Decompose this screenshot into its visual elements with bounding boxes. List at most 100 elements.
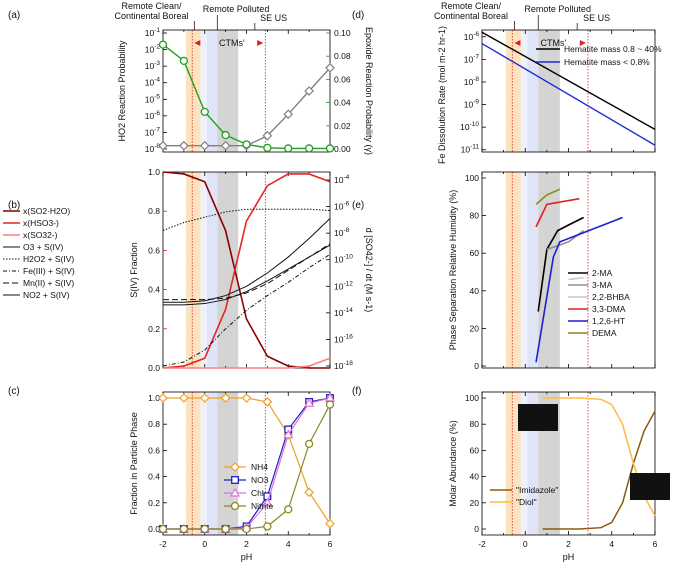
line-e-0	[537, 216, 584, 312]
marker-ho2	[304, 86, 314, 96]
panel-label-f: (f)	[352, 386, 361, 397]
line-f-0	[542, 410, 656, 530]
xtick-label-c: 6	[328, 539, 333, 549]
ytick-label-a-left: 10-6	[145, 110, 161, 121]
y-axis-label-c: Fraction in Particle Phase	[129, 412, 139, 515]
legend-label-e-1: 3-MA	[592, 280, 613, 290]
ytick-label-e: 40	[470, 286, 480, 296]
y-axis-label-b-right: d [SO42-] / dt (M s-1)	[364, 228, 374, 313]
ytick-label-e: 20	[470, 323, 480, 333]
ytick-label-d: 10-6	[464, 31, 480, 42]
y-axis-label-e: Phase Separation Relative Humidity (%)	[448, 190, 458, 351]
marker-ho2	[325, 62, 335, 73]
marker-c-0	[199, 393, 210, 403]
y-axis-label-d: Fe Dissolution Rate (mol m-2 hr-1)	[437, 26, 447, 164]
ytick-label-a-left: 10-7	[145, 126, 161, 137]
ytick-label-d: 10-9	[464, 99, 480, 110]
marker-ho2	[199, 140, 210, 151]
band-a-1	[206, 30, 218, 152]
legend-label-d-1: Hematite mass < 0.8%	[564, 57, 650, 67]
band-e-blue-light	[520, 172, 528, 368]
band-a-2	[217, 30, 239, 152]
band-a-blue-light	[200, 30, 207, 152]
ctms-left-arrow	[514, 40, 521, 46]
ytick-label-f: 40	[470, 472, 480, 482]
band-d-2	[538, 30, 560, 152]
band-d-blue-light	[520, 30, 528, 152]
marker-c-2	[283, 429, 294, 439]
legend-label-e-5: DEMA	[592, 328, 617, 338]
legend-label-f-1: "Diol"	[516, 497, 537, 507]
marker-c-0	[304, 487, 314, 498]
label-287-line2: 287 nm	[634, 488, 665, 498]
band-d-1	[527, 30, 539, 152]
ytick-label-a-right: 0.06	[334, 74, 351, 84]
marker-ho2	[262, 130, 273, 141]
ytick-label-e: 100	[465, 173, 479, 183]
label-box-287	[630, 473, 670, 500]
marker-epoxide	[158, 40, 168, 49]
band-c-2	[217, 392, 239, 535]
ytick-label-a-left: 10-4	[145, 77, 161, 88]
annotation-polluted: Remote Polluted	[203, 4, 270, 14]
xtick-label-f: 6	[653, 539, 658, 549]
x-axis-label-f: pH	[563, 552, 575, 562]
marker-epoxide	[304, 144, 314, 153]
ytick-label-a-left: 10-8	[145, 143, 161, 154]
panel-label-d: (d)	[352, 10, 364, 21]
band-b-1	[206, 172, 218, 368]
line-e-5	[535, 188, 561, 205]
ytick-label-f: 20	[470, 498, 480, 508]
legend-marker-c-1	[231, 476, 239, 484]
ctms-right-arrow	[579, 40, 586, 46]
ytick-label-b-right: 10-8	[334, 227, 350, 238]
marker-c-2	[304, 398, 315, 407]
legend-label-b-1: x(HSO3-)	[23, 218, 59, 228]
line-e-4	[535, 216, 623, 363]
marker-c-3	[263, 522, 272, 531]
legend-marker-c-2	[229, 487, 241, 497]
panel-label-c: (c)	[8, 386, 20, 397]
marker-ho2	[179, 140, 189, 151]
ytick-label-d: 10-11	[461, 144, 480, 155]
band-b-0	[185, 172, 201, 368]
legend-label-b-7: NO2 + S(IV)	[23, 290, 70, 300]
ytick-label-a-left: 10-5	[145, 93, 161, 104]
ytick-label-b-right: 10-6	[334, 201, 350, 212]
line-e-3	[535, 197, 580, 228]
ytick-label-f: 80	[470, 419, 480, 429]
marker-c-0	[179, 393, 189, 403]
marker-epoxide	[284, 144, 293, 153]
xtick-label-c: 2	[244, 539, 249, 549]
marker-c-3	[179, 524, 189, 534]
annotation-polluted: Remote Polluted	[524, 4, 591, 14]
marker-c-2	[262, 497, 273, 507]
marker-epoxide	[263, 143, 272, 152]
xtick-label-f: 0	[523, 539, 528, 549]
ytick-label-e: 0	[474, 361, 479, 371]
ytick-label-b-right: 10-14	[334, 307, 353, 318]
band-b-2	[217, 172, 239, 368]
ytick-label-c: 0.0	[148, 524, 160, 534]
xtick-label-f: -2	[478, 539, 486, 549]
panel-label-b: (b)	[8, 200, 20, 211]
xtick-label-c: -2	[159, 539, 167, 549]
band-f-blue-light	[520, 392, 528, 535]
ytick-label-b-left: 1.0	[148, 167, 160, 177]
marker-c-3	[221, 524, 230, 534]
legend-label-e-4: 1,2,6-HT	[592, 316, 625, 326]
legend-label-b-5: Fe(III) + S(IV)	[23, 266, 75, 276]
band-e-0	[505, 172, 521, 368]
xtick-label-c: 4	[286, 539, 291, 549]
line-d-0	[481, 31, 656, 131]
line-b-1	[162, 173, 331, 369]
marker-c-3	[242, 524, 251, 534]
marker-c-0	[325, 518, 335, 529]
ytick-label-c: 0.2	[148, 498, 160, 508]
ytick-label-d: 10-7	[464, 53, 480, 64]
marker-ho2	[283, 109, 294, 120]
legend-label-b-2: x(SO32-)	[23, 230, 58, 240]
marker-c-0	[158, 393, 168, 403]
ytick-label-b-left: 0.8	[148, 206, 160, 216]
